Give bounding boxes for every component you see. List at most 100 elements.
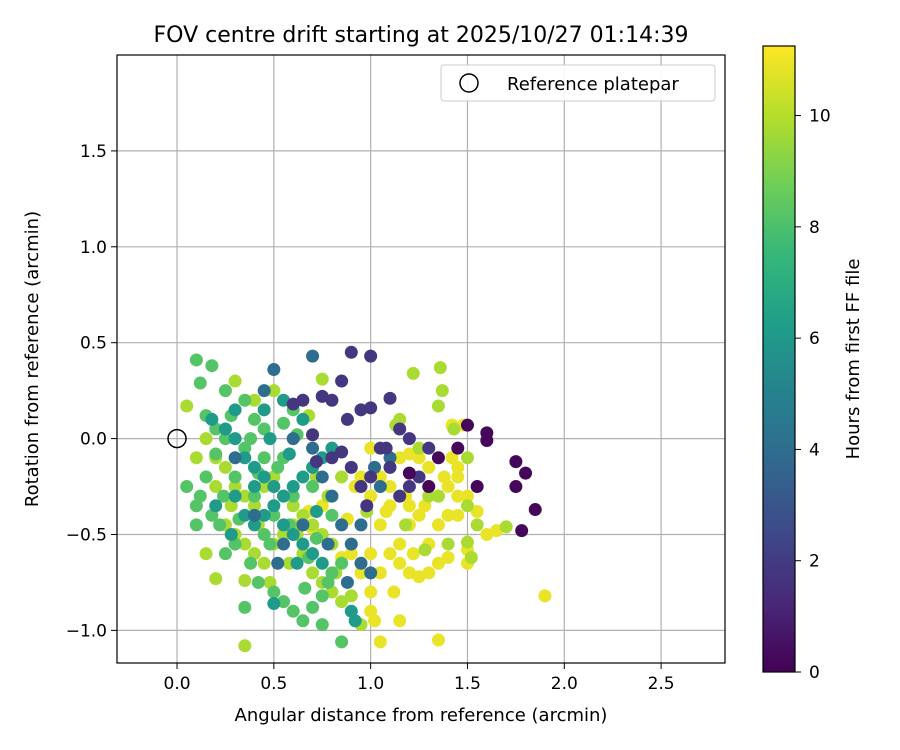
data-point xyxy=(257,556,271,570)
data-point xyxy=(277,537,291,551)
data-point xyxy=(460,535,474,549)
data-point xyxy=(387,585,401,599)
data-point xyxy=(451,470,465,484)
data-point xyxy=(263,432,277,446)
data-point xyxy=(431,556,445,570)
data-point xyxy=(309,531,323,545)
data-point xyxy=(344,537,358,551)
data-point xyxy=(306,428,320,442)
data-point xyxy=(422,489,436,503)
data-point xyxy=(277,527,291,541)
data-point xyxy=(422,480,436,494)
data-point xyxy=(296,614,310,628)
y-axis: −1.0 −0.5 0.0 0.5 1.0 1.5 xyxy=(66,142,117,641)
data-point xyxy=(509,480,523,494)
data-point xyxy=(451,460,465,474)
data-point xyxy=(189,499,203,513)
data-point xyxy=(451,489,465,503)
data-point xyxy=(315,372,329,386)
data-point xyxy=(325,489,339,503)
data-point xyxy=(247,460,261,474)
data-point xyxy=(306,349,320,363)
data-point xyxy=(435,384,449,398)
data-point xyxy=(306,441,320,455)
data-point xyxy=(189,518,203,532)
data-point xyxy=(267,480,281,494)
data-point xyxy=(209,447,223,461)
data-point xyxy=(267,384,281,398)
data-point xyxy=(244,432,258,446)
data-point xyxy=(364,470,378,484)
data-point xyxy=(460,418,474,432)
data-point xyxy=(306,566,320,580)
data-point xyxy=(238,489,252,503)
x-axis: 0.0 0.5 1.0 1.5 2.0 2.5 xyxy=(164,663,675,694)
data-point xyxy=(335,374,349,388)
data-point xyxy=(290,556,304,570)
data-point xyxy=(364,547,378,561)
data-point xyxy=(335,518,349,532)
data-point xyxy=(306,600,320,614)
data-point xyxy=(464,551,478,565)
data-point xyxy=(321,575,335,589)
data-point xyxy=(257,470,271,484)
legend-marker xyxy=(459,73,479,93)
data-point xyxy=(383,391,397,405)
data-point xyxy=(286,499,300,513)
data-point xyxy=(402,466,416,480)
data-point xyxy=(383,547,397,561)
data-point xyxy=(277,489,291,503)
data-point xyxy=(315,618,329,632)
data-point xyxy=(368,614,382,628)
data-point xyxy=(393,556,407,570)
data-point xyxy=(360,499,374,513)
data-point xyxy=(451,508,465,522)
data-point xyxy=(238,441,252,455)
data-point xyxy=(286,432,300,446)
data-point xyxy=(209,499,223,513)
data-point xyxy=(315,470,329,484)
x-tick-label: 1.5 xyxy=(454,674,481,694)
data-point xyxy=(354,556,368,570)
x-tick-label: 0.0 xyxy=(164,674,191,694)
grid xyxy=(117,55,725,663)
data-point xyxy=(499,520,513,534)
data-point xyxy=(437,470,451,484)
data-point xyxy=(228,432,242,446)
data-point xyxy=(209,480,223,494)
data-point xyxy=(228,489,242,503)
data-point xyxy=(335,445,349,459)
colorbar-tick-label: 10 xyxy=(809,107,831,127)
colorbar-tick-label: 0 xyxy=(809,663,820,683)
data-point xyxy=(364,401,378,415)
data-point xyxy=(354,480,368,494)
data-point xyxy=(296,470,310,484)
data-point xyxy=(257,422,271,436)
y-tick-label: −1.0 xyxy=(66,621,107,641)
data-point xyxy=(257,384,271,398)
data-point xyxy=(431,633,445,647)
data-point xyxy=(247,393,261,407)
data-point xyxy=(247,508,261,522)
data-point xyxy=(205,359,219,373)
data-point xyxy=(373,518,387,532)
data-point xyxy=(228,480,242,494)
scatter-points xyxy=(180,345,552,653)
data-point xyxy=(277,595,291,609)
x-tick-label: 2.5 xyxy=(648,674,675,694)
x-tick-label: 2.0 xyxy=(551,674,578,694)
data-point xyxy=(402,432,416,446)
data-point xyxy=(451,441,465,455)
data-point xyxy=(218,422,232,436)
data-point xyxy=(340,575,354,589)
colorbar-ticks: 0 2 4 6 8 10 xyxy=(795,107,831,683)
data-point xyxy=(325,451,339,465)
data-point xyxy=(218,432,232,446)
data-point xyxy=(335,556,349,570)
data-point xyxy=(277,416,291,430)
data-point xyxy=(286,527,300,541)
data-point xyxy=(364,349,378,363)
data-point xyxy=(373,480,387,494)
data-point xyxy=(315,389,329,403)
